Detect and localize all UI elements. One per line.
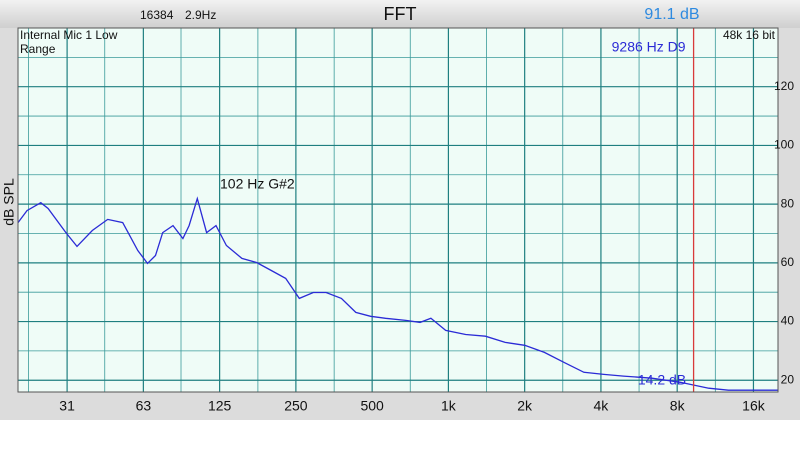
format: 48k 16 bit bbox=[723, 28, 776, 42]
x-tick-label: 250 bbox=[284, 398, 308, 414]
y-tick-label: 80 bbox=[781, 196, 795, 210]
input-line: Internal Mic 1 Low bbox=[20, 28, 118, 42]
y-axis-label: dB SPL bbox=[1, 178, 17, 226]
grid bbox=[18, 28, 778, 392]
x-tick-label: 31 bbox=[59, 398, 75, 414]
y-tick-label: 20 bbox=[781, 372, 795, 386]
peak-level: 91.1 dB bbox=[644, 6, 699, 23]
resolution: 2.9Hz bbox=[185, 8, 216, 22]
x-tick-label: 125 bbox=[208, 398, 232, 414]
x-tick-label: 2k bbox=[517, 398, 533, 414]
y-tick-label: 120 bbox=[774, 79, 794, 93]
cursor-label: 9286 Hz D9 bbox=[612, 39, 686, 55]
y-tick-label: 100 bbox=[774, 138, 794, 152]
input-line: Range bbox=[20, 42, 56, 56]
fft-size: 16384 bbox=[140, 8, 174, 22]
marks: 9286 Hz D9 14.2 dB 102 Hz G#2 Internal Mic … bbox=[17, 28, 778, 392]
peak-label: 102 Hz G#2 bbox=[220, 176, 295, 192]
x-tick-label: 16k bbox=[742, 398, 766, 414]
x-tick-label: 8k bbox=[670, 398, 686, 414]
plot-border bbox=[17, 27, 779, 393]
x-tick-label: 4k bbox=[594, 398, 610, 414]
y-tick-label: 60 bbox=[781, 255, 795, 269]
title: FFT bbox=[384, 4, 417, 24]
x-tick-label: 1k bbox=[441, 398, 457, 414]
plot-area bbox=[18, 28, 778, 392]
input-name: Internal Mic 1 Low Range bbox=[20, 28, 118, 56]
cursor-level: 14.2 dB bbox=[638, 372, 686, 388]
header-bar bbox=[0, 0, 800, 28]
y-tick-label: 40 bbox=[781, 314, 795, 328]
spectrum-line bbox=[17, 196, 778, 391]
x-tick-label: 500 bbox=[360, 398, 384, 414]
x-tick-label: 63 bbox=[136, 398, 152, 414]
